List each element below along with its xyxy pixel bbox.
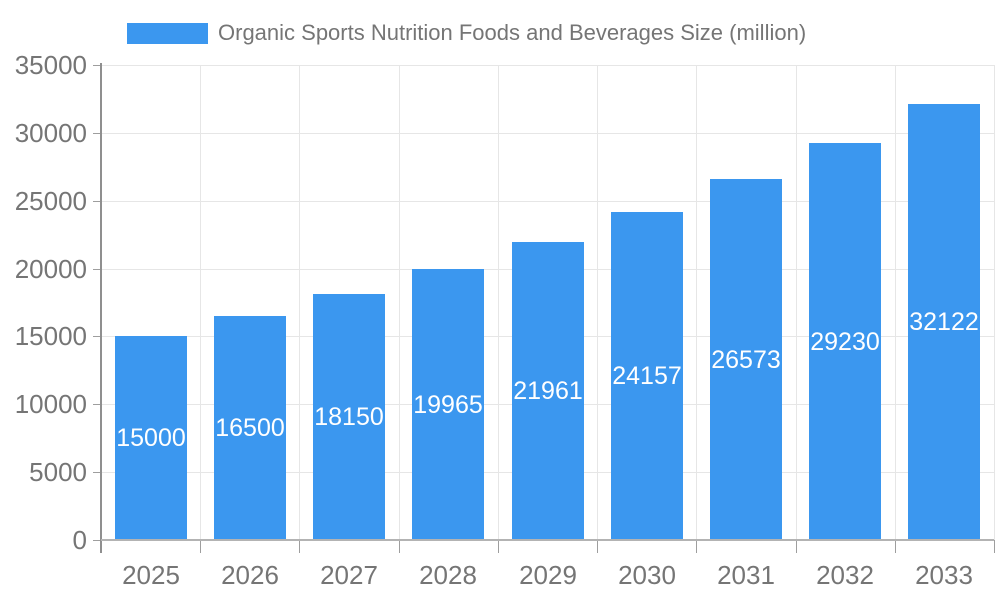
x-axis-tick-label: 2033 [915, 560, 973, 590]
legend-label: Organic Sports Nutrition Foods and Bever… [218, 20, 807, 45]
x-axis-tick-label: 2029 [519, 560, 577, 590]
legend-swatch [127, 22, 208, 44]
bar-value-label: 29230 [810, 328, 880, 356]
bar[interactable] [115, 336, 187, 540]
x-gridline [696, 65, 697, 540]
x-tick [895, 540, 896, 553]
bar-value-label: 16500 [215, 414, 285, 442]
y-tick [93, 540, 101, 541]
bar[interactable] [611, 212, 683, 540]
x-axis-baseline [101, 539, 994, 541]
bar[interactable] [908, 104, 980, 540]
x-axis-tick-label: 2026 [221, 560, 279, 590]
x-gridline [399, 65, 400, 540]
x-tick [299, 540, 300, 553]
y-tick [93, 336, 101, 337]
y-tick [93, 404, 101, 405]
y-gridline [101, 133, 994, 134]
bar-value-label: 26573 [711, 346, 781, 374]
y-tick [93, 472, 101, 473]
bar-value-label: 19965 [413, 391, 483, 419]
y-axis-tick-label: 20000 [14, 254, 87, 284]
x-tick [696, 540, 697, 553]
y-tick [93, 133, 101, 134]
bar-value-label: 24157 [612, 362, 682, 390]
x-gridline [498, 65, 499, 540]
x-tick [498, 540, 499, 553]
y-tick [93, 269, 101, 270]
bar-value-label: 32122 [909, 308, 979, 336]
x-tick [994, 540, 995, 553]
bar[interactable] [313, 294, 385, 540]
x-gridline [796, 65, 797, 540]
bar[interactable] [710, 179, 782, 540]
y-axis-tick-label: 0 [72, 525, 87, 555]
x-gridline [895, 65, 896, 540]
y-tick [93, 201, 101, 202]
y-axis-tick-label: 25000 [14, 186, 87, 216]
bar[interactable] [214, 316, 286, 540]
y-axis-tick-label: 30000 [14, 118, 87, 148]
y-axis-line [100, 63, 102, 553]
x-axis-tick-label: 2028 [419, 560, 477, 590]
x-gridline [200, 65, 201, 540]
y-gridline [101, 201, 994, 202]
y-axis-tick-label: 10000 [14, 389, 87, 419]
bar-value-label: 21961 [513, 377, 583, 405]
x-axis-tick-label: 2030 [618, 560, 676, 590]
y-axis-tick-label: 5000 [29, 457, 87, 487]
x-axis-tick-label: 2031 [717, 560, 775, 590]
x-gridline [597, 65, 598, 540]
x-tick [200, 540, 201, 553]
legend[interactable]: Organic Sports Nutrition Foods and Bever… [127, 20, 806, 46]
y-axis-tick-label: 35000 [14, 50, 87, 80]
bar[interactable] [412, 269, 484, 540]
x-tick [597, 540, 598, 553]
x-gridline [299, 65, 300, 540]
x-tick [796, 540, 797, 553]
x-tick [399, 540, 400, 553]
x-axis-tick-label: 2027 [320, 560, 378, 590]
x-axis-tick-label: 2025 [122, 560, 180, 590]
x-axis-tick-label: 2032 [816, 560, 874, 590]
bar-value-label: 18150 [314, 403, 384, 431]
x-gridline [994, 65, 995, 540]
y-axis-tick-label: 15000 [14, 321, 87, 351]
y-gridline [101, 65, 994, 66]
bar[interactable] [809, 143, 881, 540]
y-tick [93, 65, 101, 66]
bar[interactable] [512, 242, 584, 540]
bar-value-label: 15000 [116, 424, 186, 452]
